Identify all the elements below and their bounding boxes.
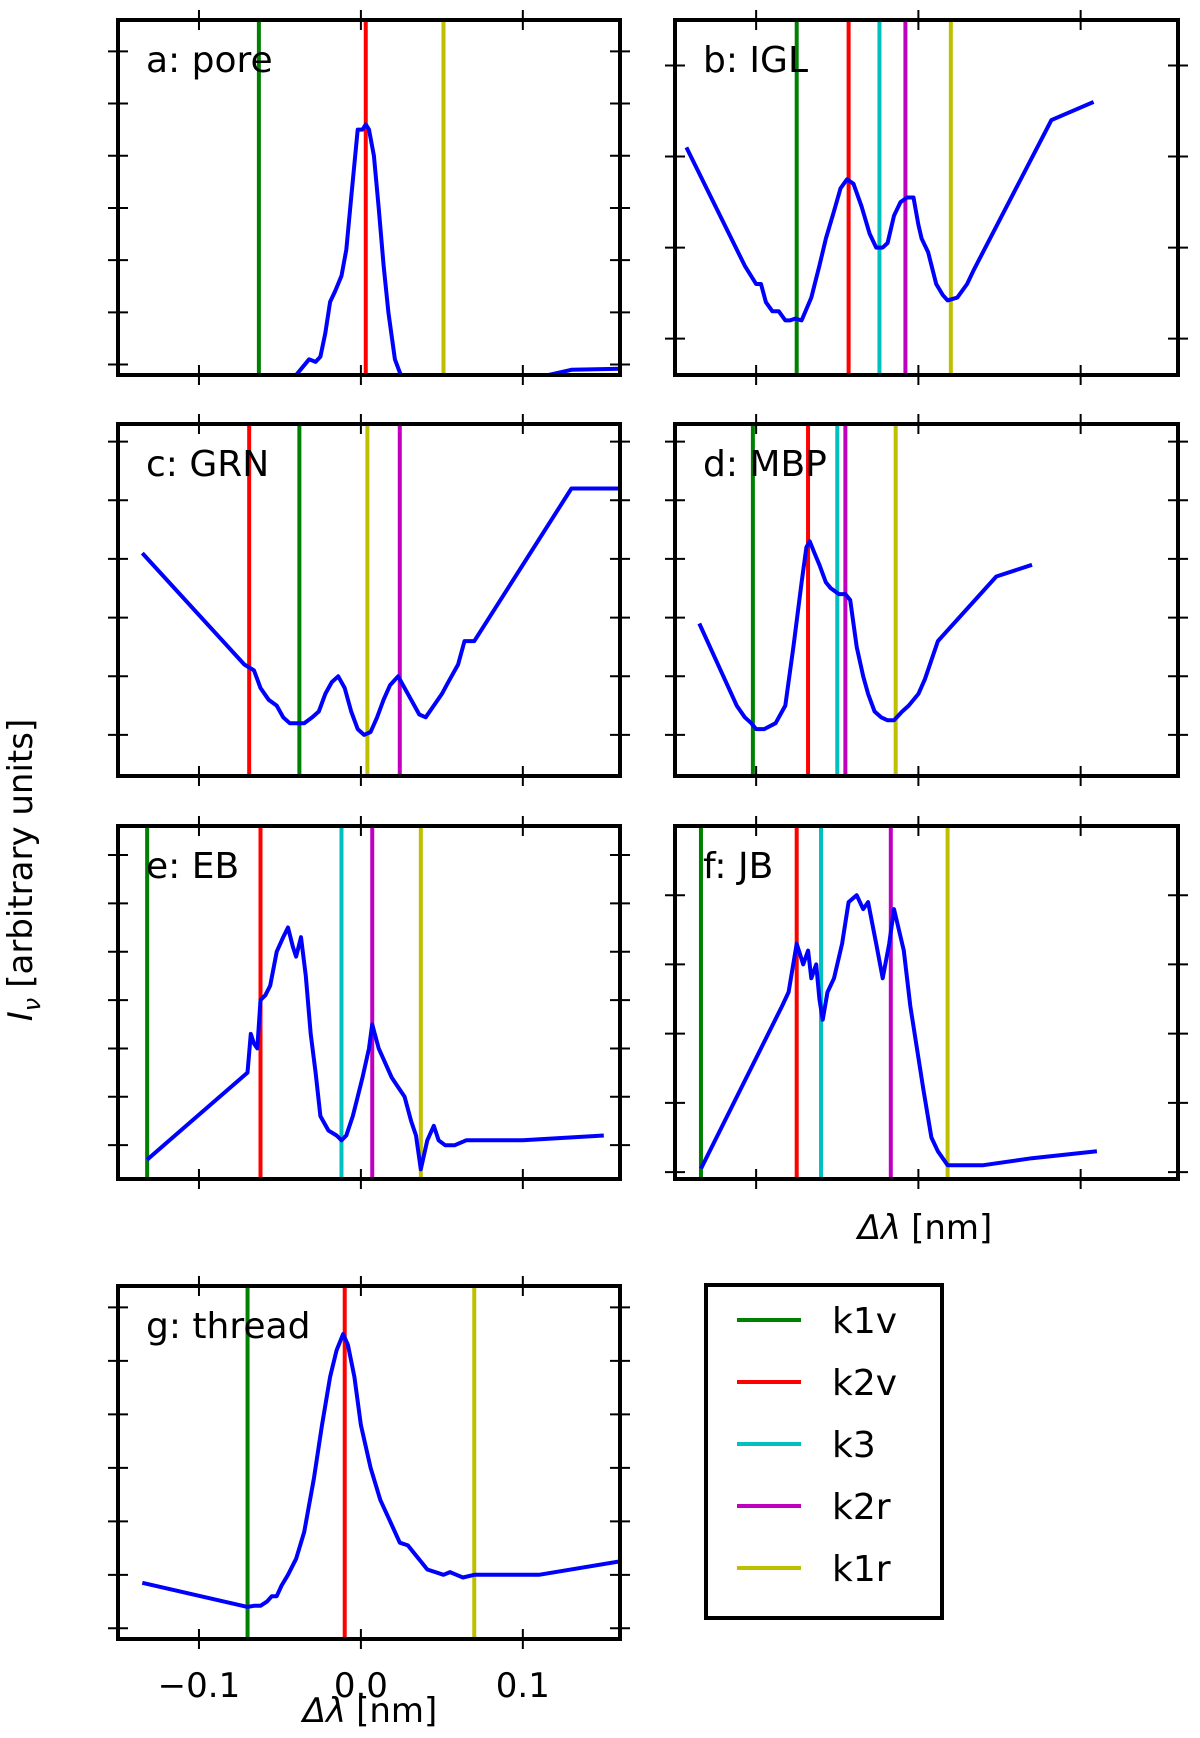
profile-line [145, 925, 604, 1172]
panel-f: f: JB [665, 816, 1188, 1189]
x-axis-label-top-right: Δλ [nm] [855, 1208, 993, 1248]
panel-frame [673, 824, 1180, 1181]
panel-frame [673, 422, 1180, 778]
panel-frame [673, 18, 1180, 377]
panel-label: g: thread [146, 1306, 310, 1347]
panel-frame [116, 422, 622, 778]
y-axis-label-subscript: ν [18, 998, 46, 1011]
x-axis-label-text: [nm] [911, 1208, 992, 1248]
panel-g: −0.1 0.0 0.1 g: thread [108, 1276, 630, 1706]
y-axis-label-text: [arbitrary units] [1, 719, 41, 988]
y-axis-label-symbol: I [1, 1011, 41, 1021]
x-tick-label: −0.1 [158, 1666, 241, 1706]
panel-a: a: pore [108, 10, 630, 385]
x-tick-label: 0.0 [334, 1666, 388, 1706]
x-axis-label-symbol: Δλ [300, 1691, 346, 1731]
y-axis-label: Iν [arbitrary units] [1, 719, 46, 1021]
panel-label: b: IGL [703, 40, 808, 81]
panel-label: a: pore [146, 40, 273, 81]
panel-label: e: EB [146, 846, 239, 887]
legend-label-k2r: k2r [832, 1487, 891, 1528]
panel-frame [116, 1284, 622, 1641]
panel-label: c: GRN [146, 444, 269, 485]
panel-b: b: IGL [665, 10, 1188, 385]
x-axis-label-text: [nm] [356, 1691, 437, 1731]
panel-e: e: EB [108, 816, 630, 1189]
panel-frame [116, 18, 622, 377]
profile-line [142, 122, 620, 375]
x-tick-label: 0.1 [496, 1666, 550, 1706]
profile-line [141, 1332, 620, 1609]
panel-frame [116, 824, 622, 1181]
profile-line [699, 893, 1098, 1170]
legend-label-k3: k3 [832, 1425, 876, 1466]
x-axis-label-symbol: Δλ [855, 1208, 901, 1248]
x-axis-label-bottom: Δλ [nm] [300, 1691, 438, 1731]
legend-box [704, 1283, 944, 1620]
legend-label-k1v: k1v [832, 1301, 897, 1342]
legend-label-k1r: k1r [832, 1549, 891, 1590]
profile-line [697, 539, 1033, 732]
panel-label: d: MBP [703, 444, 827, 485]
panel-c: c: GRN [108, 414, 630, 786]
panel-d: d: MBP [665, 414, 1188, 786]
legend: k1v k2v k3 k2r k1r [704, 1283, 944, 1620]
profile-line [684, 100, 1095, 323]
legend-label-k2v: k2v [832, 1363, 897, 1404]
panels: a: pore b: IGL c: GRN d: MBP e: EB f: JB −0.1 0… [108, 10, 1188, 1706]
profile-line [140, 486, 620, 737]
panel-label: f: JB [703, 846, 773, 887]
